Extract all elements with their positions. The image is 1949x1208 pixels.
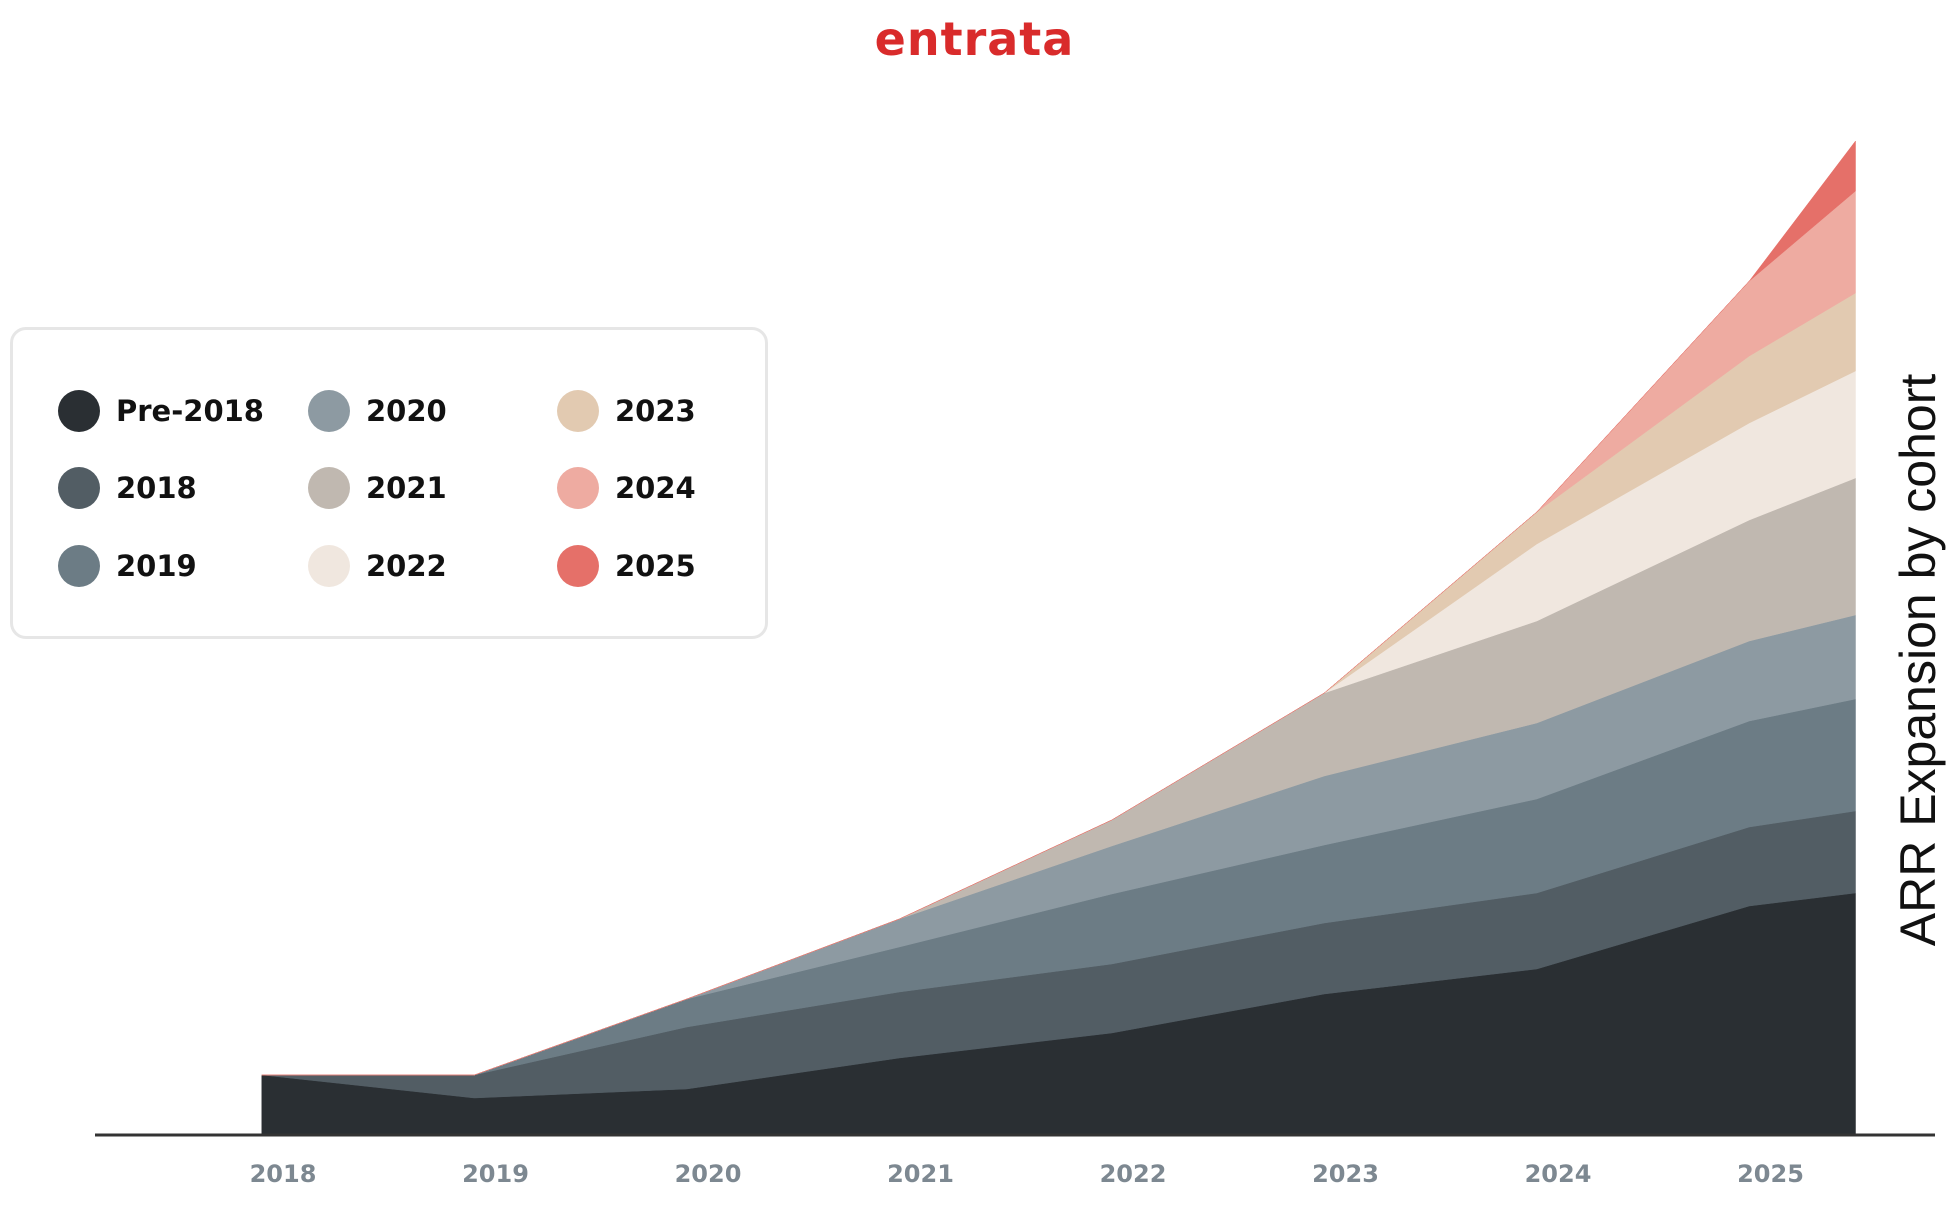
legend-item-2024: 2024	[557, 466, 696, 510]
x-tick-label: 2021	[887, 1160, 954, 1188]
x-tick-label: 2018	[250, 1160, 317, 1188]
legend-label: Pre-2018	[116, 394, 264, 428]
x-tick-label: 2023	[1312, 1160, 1379, 1188]
series-area-2025	[261, 140, 1856, 1076]
chart-legend: Pre-2018 2018 2019 2020 2021 2022 2023 2024 2025	[10, 327, 768, 639]
legend-label: 2018	[116, 471, 197, 505]
legend-swatch	[557, 390, 599, 432]
legend-swatch	[557, 545, 599, 587]
legend-swatch	[58, 467, 100, 509]
legend-label: 2022	[366, 549, 447, 583]
legend-label: 2020	[366, 394, 447, 428]
legend-label: 2025	[615, 549, 696, 583]
legend-item-2018: 2018	[58, 466, 197, 510]
legend-item-2025: 2025	[557, 544, 696, 588]
x-tick-label: 2025	[1737, 1160, 1804, 1188]
x-tick-label: 2022	[1100, 1160, 1167, 1188]
legend-item-2022: 2022	[308, 544, 447, 588]
legend-swatch	[58, 390, 100, 432]
legend-label: 2019	[116, 549, 197, 583]
x-axis-ticks: 201820192020202120222023202420252026	[250, 1160, 1804, 1188]
chart-title: ARR Expansion by cohort	[1890, 373, 1946, 947]
entrata-logo: entrata	[874, 12, 1075, 66]
legend-label: 2024	[615, 471, 696, 505]
x-tick-label: 2020	[675, 1160, 742, 1188]
legend-swatch	[58, 545, 100, 587]
legend-item-2020: 2020	[308, 389, 447, 433]
legend-item-2019: 2019	[58, 544, 197, 588]
x-tick-label: 2024	[1525, 1160, 1592, 1188]
legend-label: 2023	[615, 394, 696, 428]
legend-swatch	[557, 467, 599, 509]
legend-item-pre-2018: Pre-2018	[58, 389, 264, 433]
legend-item-2023: 2023	[557, 389, 696, 433]
legend-swatch	[308, 467, 350, 509]
legend-item-2021: 2021	[308, 466, 447, 510]
legend-swatch	[308, 390, 350, 432]
legend-label: 2021	[366, 471, 447, 505]
series-areas	[261, 140, 1856, 1136]
legend-swatch	[308, 545, 350, 587]
x-tick-label: 2019	[462, 1160, 529, 1188]
